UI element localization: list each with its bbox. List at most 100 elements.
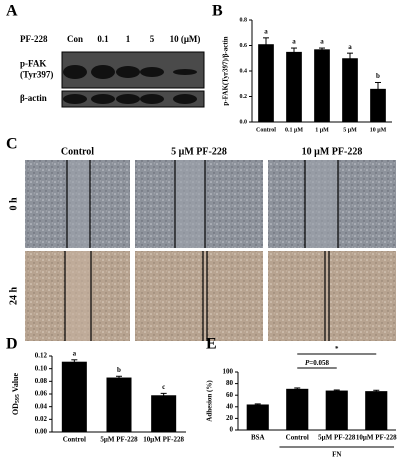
blot-label: p-FAK xyxy=(20,59,46,69)
y-tick-label: 0.2 xyxy=(240,94,248,100)
panel-label: A xyxy=(6,3,18,20)
y-axis-label-part: Value xyxy=(11,372,20,394)
comparison-label-part: P xyxy=(305,359,310,367)
lane-label: Con xyxy=(67,34,83,44)
row-header: 0 h xyxy=(8,197,19,211)
blot-band xyxy=(140,94,164,104)
bar xyxy=(61,361,87,432)
column-header: 5 μM PF-228 xyxy=(171,146,227,157)
y-tick-label: 40 xyxy=(226,402,234,410)
wound-gap xyxy=(203,251,207,341)
row-header: 24 h xyxy=(8,287,19,306)
group-label: FN xyxy=(332,451,341,459)
significance-letter: a xyxy=(264,27,268,35)
significance-letter: b xyxy=(117,366,121,374)
bar xyxy=(246,404,269,430)
blot-band xyxy=(116,66,140,78)
y-axis-label-part: 595 xyxy=(15,394,21,403)
bar xyxy=(314,49,330,123)
y-tick-label: 80 xyxy=(226,379,234,387)
wound-gap xyxy=(67,160,90,248)
x-tick-label: 10 μM xyxy=(370,127,387,133)
bar xyxy=(342,58,358,122)
panel-label: E xyxy=(206,336,217,353)
wound-gap xyxy=(175,160,205,248)
x-tick-label: 1 μM xyxy=(315,127,329,133)
lane-label: 10 (μM) xyxy=(170,34,201,44)
treatment-label: PF-228 xyxy=(20,34,48,44)
significance-letter: a xyxy=(348,43,352,51)
y-tick-label: 0.4 xyxy=(240,68,248,74)
y-tick-label: 20 xyxy=(226,414,234,422)
blot-label: β-actin xyxy=(20,93,47,103)
y-tick-label: 0.10 xyxy=(35,364,48,372)
bar xyxy=(286,388,309,430)
column-header: 10 μM PF-228 xyxy=(302,146,363,157)
y-tick-label: 0.04 xyxy=(35,402,48,410)
blot-label: (Tyr397) xyxy=(20,70,53,80)
x-tick-label: Control xyxy=(63,436,86,444)
comparison-label-part: * xyxy=(335,345,339,353)
y-tick-label: 0.8 xyxy=(240,17,248,23)
y-tick-label: 100 xyxy=(223,368,234,376)
x-tick-label: 5μM PF-228 xyxy=(318,434,356,442)
x-tick-label: 0.1 μM xyxy=(285,127,303,133)
bar xyxy=(151,395,177,432)
bar xyxy=(370,88,386,122)
lane-label: 1 xyxy=(126,34,131,44)
comparison-label: * xyxy=(335,345,339,353)
significance-letter: a xyxy=(292,38,296,46)
significance-letter: a xyxy=(320,38,324,46)
y-tick-label: 0.02 xyxy=(35,415,48,423)
micrograph xyxy=(135,251,263,341)
bar xyxy=(365,391,388,430)
lane-label: 5 xyxy=(150,34,155,44)
bar xyxy=(325,390,348,430)
x-tick-label: 5 μM xyxy=(343,127,357,133)
bar xyxy=(286,51,302,122)
blot-band xyxy=(140,67,164,77)
y-tick-label: 0.08 xyxy=(35,377,48,385)
y-tick-label: 0 xyxy=(230,426,234,434)
micrograph xyxy=(268,251,396,341)
wound-gap xyxy=(325,251,329,341)
wound-gap xyxy=(65,251,91,341)
blot-band xyxy=(116,94,140,104)
y-tick-label: 60 xyxy=(226,391,234,399)
x-tick-label: BSA xyxy=(251,434,265,442)
blot-band xyxy=(63,65,87,79)
bar xyxy=(106,377,132,432)
blot-band xyxy=(63,94,87,104)
blot-band xyxy=(173,94,197,104)
significance-letter: a xyxy=(73,349,77,357)
y-tick-label: 0.06 xyxy=(35,390,48,398)
x-tick-label: 10μM PF-228 xyxy=(356,434,397,442)
panel-label: C xyxy=(6,136,18,153)
column-header: Control xyxy=(61,146,94,157)
comparison-label: P=0.058 xyxy=(305,359,330,367)
lane-label: 0.1 xyxy=(97,34,109,44)
y-axis-label: p-FAK(Tyr397)/β-actin xyxy=(222,36,230,105)
wound-gap xyxy=(305,160,338,248)
significance-letter: b xyxy=(376,72,380,80)
y-tick-label: 0.12 xyxy=(35,352,48,360)
panel-label: B xyxy=(212,3,223,20)
bar xyxy=(258,44,274,122)
comparison-label-part: =0.058 xyxy=(309,359,329,367)
y-tick-label: 0.00 xyxy=(35,428,48,436)
x-tick-label: Control xyxy=(286,434,309,442)
x-tick-label: 5μM PF-228 xyxy=(100,436,138,444)
blot-band xyxy=(91,94,115,104)
y-tick-label: 0.6 xyxy=(240,43,248,49)
blot-band xyxy=(91,65,115,79)
panel-label: D xyxy=(6,336,18,353)
y-axis-label: OD595 Value xyxy=(11,372,22,415)
x-tick-label: Control xyxy=(256,127,276,133)
y-tick-label: 0.0 xyxy=(240,119,248,125)
x-tick-label: 10μM PF-228 xyxy=(143,436,184,444)
blot-band xyxy=(173,69,197,75)
y-axis-label-part: OD xyxy=(11,403,20,415)
significance-letter: c xyxy=(162,383,165,391)
y-axis-label: Adhesion (%) xyxy=(206,380,214,422)
